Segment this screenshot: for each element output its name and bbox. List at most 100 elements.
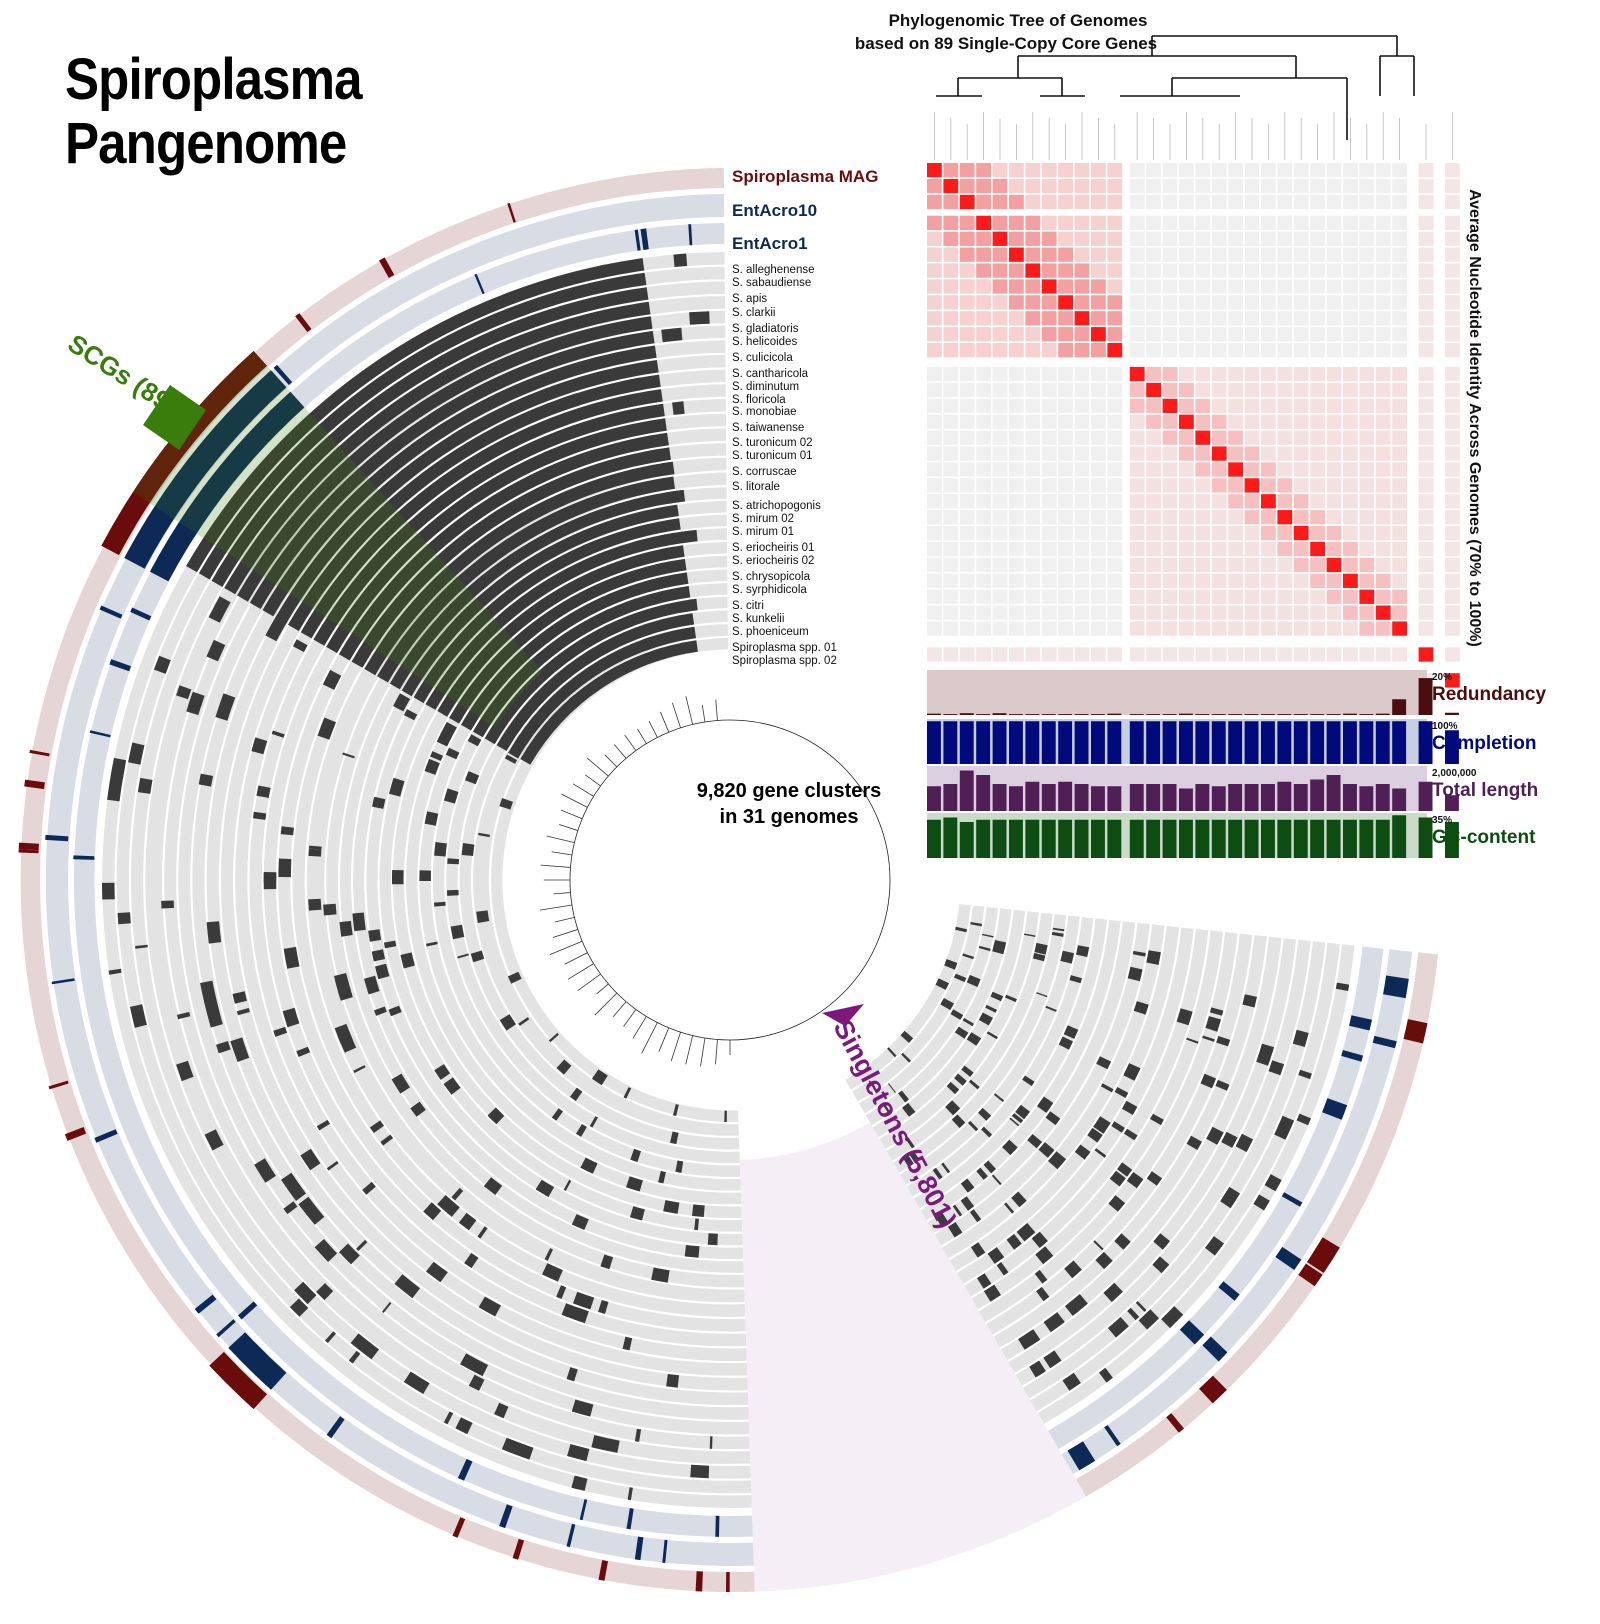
ani-cell bbox=[1418, 446, 1434, 461]
ani-cell bbox=[1244, 462, 1260, 477]
dendrogram-branch bbox=[624, 734, 637, 751]
ani-cell bbox=[1162, 605, 1178, 620]
gene-cluster-hit bbox=[419, 870, 431, 881]
gene-cluster-hit bbox=[1036, 992, 1048, 998]
stat-bar bbox=[976, 721, 991, 764]
gene-cluster-hit bbox=[135, 944, 148, 949]
gene-cluster-hit bbox=[1216, 1036, 1231, 1047]
stat-bar bbox=[1074, 819, 1089, 858]
stat-bar bbox=[1041, 784, 1056, 811]
ani-cell bbox=[1009, 366, 1024, 382]
ani-cell bbox=[1418, 573, 1434, 589]
stat-bar bbox=[959, 721, 974, 764]
gene-cluster-hit bbox=[499, 1014, 516, 1031]
ani-cell bbox=[1107, 231, 1123, 246]
ani-cell bbox=[1107, 263, 1123, 278]
ani-cell bbox=[927, 295, 942, 310]
gene-cluster-hit bbox=[300, 1148, 321, 1171]
gene-cluster-hit bbox=[1067, 1441, 1096, 1471]
ani-cell bbox=[976, 295, 991, 310]
gene-cluster-hit bbox=[296, 1046, 311, 1057]
ani-cell bbox=[1293, 414, 1309, 429]
ani-cell bbox=[1025, 311, 1041, 326]
ani-cell bbox=[1041, 414, 1057, 429]
ani-cell bbox=[1179, 494, 1194, 509]
ani-cell bbox=[992, 557, 1008, 573]
ani-cell bbox=[1277, 510, 1293, 525]
gene-cluster-hit bbox=[572, 1307, 589, 1324]
ani-cell bbox=[959, 178, 975, 194]
ani-cell bbox=[1228, 621, 1243, 636]
ani-cell bbox=[1375, 414, 1391, 429]
ani-cell bbox=[1375, 541, 1391, 557]
ani-cell bbox=[1162, 382, 1178, 398]
ani-cell bbox=[1107, 478, 1123, 493]
gene-cluster-hit bbox=[558, 1286, 567, 1299]
ani-cell bbox=[943, 621, 959, 636]
gene-cluster-hit bbox=[443, 1077, 461, 1095]
ani-cell bbox=[1310, 366, 1325, 382]
ani-cell bbox=[959, 327, 975, 342]
gene-cluster-hit bbox=[623, 1087, 632, 1099]
core-block bbox=[520, 640, 698, 765]
ani-cell bbox=[1025, 478, 1041, 493]
gene-cluster-hit bbox=[45, 834, 69, 842]
ani-cell bbox=[1091, 589, 1106, 604]
ani-cell bbox=[1375, 163, 1391, 178]
ani-cell bbox=[1326, 589, 1342, 604]
ani-cell bbox=[1058, 525, 1073, 541]
gene-cluster-hit bbox=[1016, 1222, 1036, 1242]
ani-cell bbox=[1146, 398, 1161, 414]
ani-cell bbox=[992, 215, 1008, 231]
ani-cell bbox=[1244, 525, 1260, 541]
stat-bar bbox=[1228, 784, 1243, 811]
ani-cell bbox=[1211, 525, 1227, 541]
gene-cluster-hit bbox=[1200, 1073, 1217, 1089]
ani-cell bbox=[1343, 263, 1358, 278]
ani-cell bbox=[1244, 414, 1260, 429]
stat-bar bbox=[1074, 784, 1089, 811]
ani-cell bbox=[992, 366, 1008, 382]
ani-cell bbox=[1107, 589, 1123, 604]
stat-bar bbox=[1195, 721, 1210, 764]
genome-label: S. syrphidicola bbox=[732, 584, 807, 596]
ani-cell bbox=[992, 295, 1008, 310]
dendrogram-branch bbox=[596, 983, 609, 995]
ani-cell bbox=[1025, 462, 1041, 477]
ani-cell bbox=[1091, 327, 1106, 342]
ani-cell bbox=[927, 231, 942, 246]
ani-cell bbox=[1261, 178, 1276, 194]
ani-cell bbox=[1293, 311, 1309, 326]
ani-cell bbox=[943, 382, 959, 398]
ani-cell bbox=[1091, 231, 1106, 246]
genome-label: S. eriocheiris 02 bbox=[732, 555, 814, 567]
ani-cell bbox=[1375, 178, 1391, 194]
ani-cell bbox=[1326, 510, 1342, 525]
gene-cluster-hit bbox=[692, 1204, 705, 1217]
ani-cell bbox=[1162, 398, 1178, 414]
ani-cell bbox=[1025, 430, 1041, 445]
gene-cluster-hit bbox=[1292, 1029, 1309, 1047]
ani-cell bbox=[1009, 311, 1024, 326]
gene-cluster-hit bbox=[991, 1174, 1002, 1186]
ani-cell bbox=[1074, 295, 1090, 310]
gene-cluster-hit bbox=[501, 1437, 534, 1460]
ani-cell bbox=[1310, 510, 1325, 525]
stat-bar bbox=[1129, 819, 1144, 858]
ani-cell bbox=[1074, 446, 1090, 461]
gene-cluster-hit bbox=[117, 912, 131, 925]
singletons-sector bbox=[739, 1122, 1086, 1592]
gene-cluster-hit bbox=[215, 693, 236, 721]
stat-bar bbox=[1211, 786, 1226, 811]
genome-label: S. litorale bbox=[732, 481, 780, 493]
ani-cell bbox=[1074, 342, 1090, 358]
gene-cluster-hit bbox=[1127, 1307, 1140, 1321]
ani-cell bbox=[1343, 446, 1358, 461]
stat-bar bbox=[1228, 819, 1243, 858]
ani-cell bbox=[1445, 263, 1460, 278]
ani-cell bbox=[943, 231, 959, 246]
ani-cell bbox=[1310, 478, 1325, 493]
ani-cell bbox=[943, 430, 959, 445]
core-block bbox=[472, 586, 691, 738]
stat-bar bbox=[1025, 721, 1040, 764]
